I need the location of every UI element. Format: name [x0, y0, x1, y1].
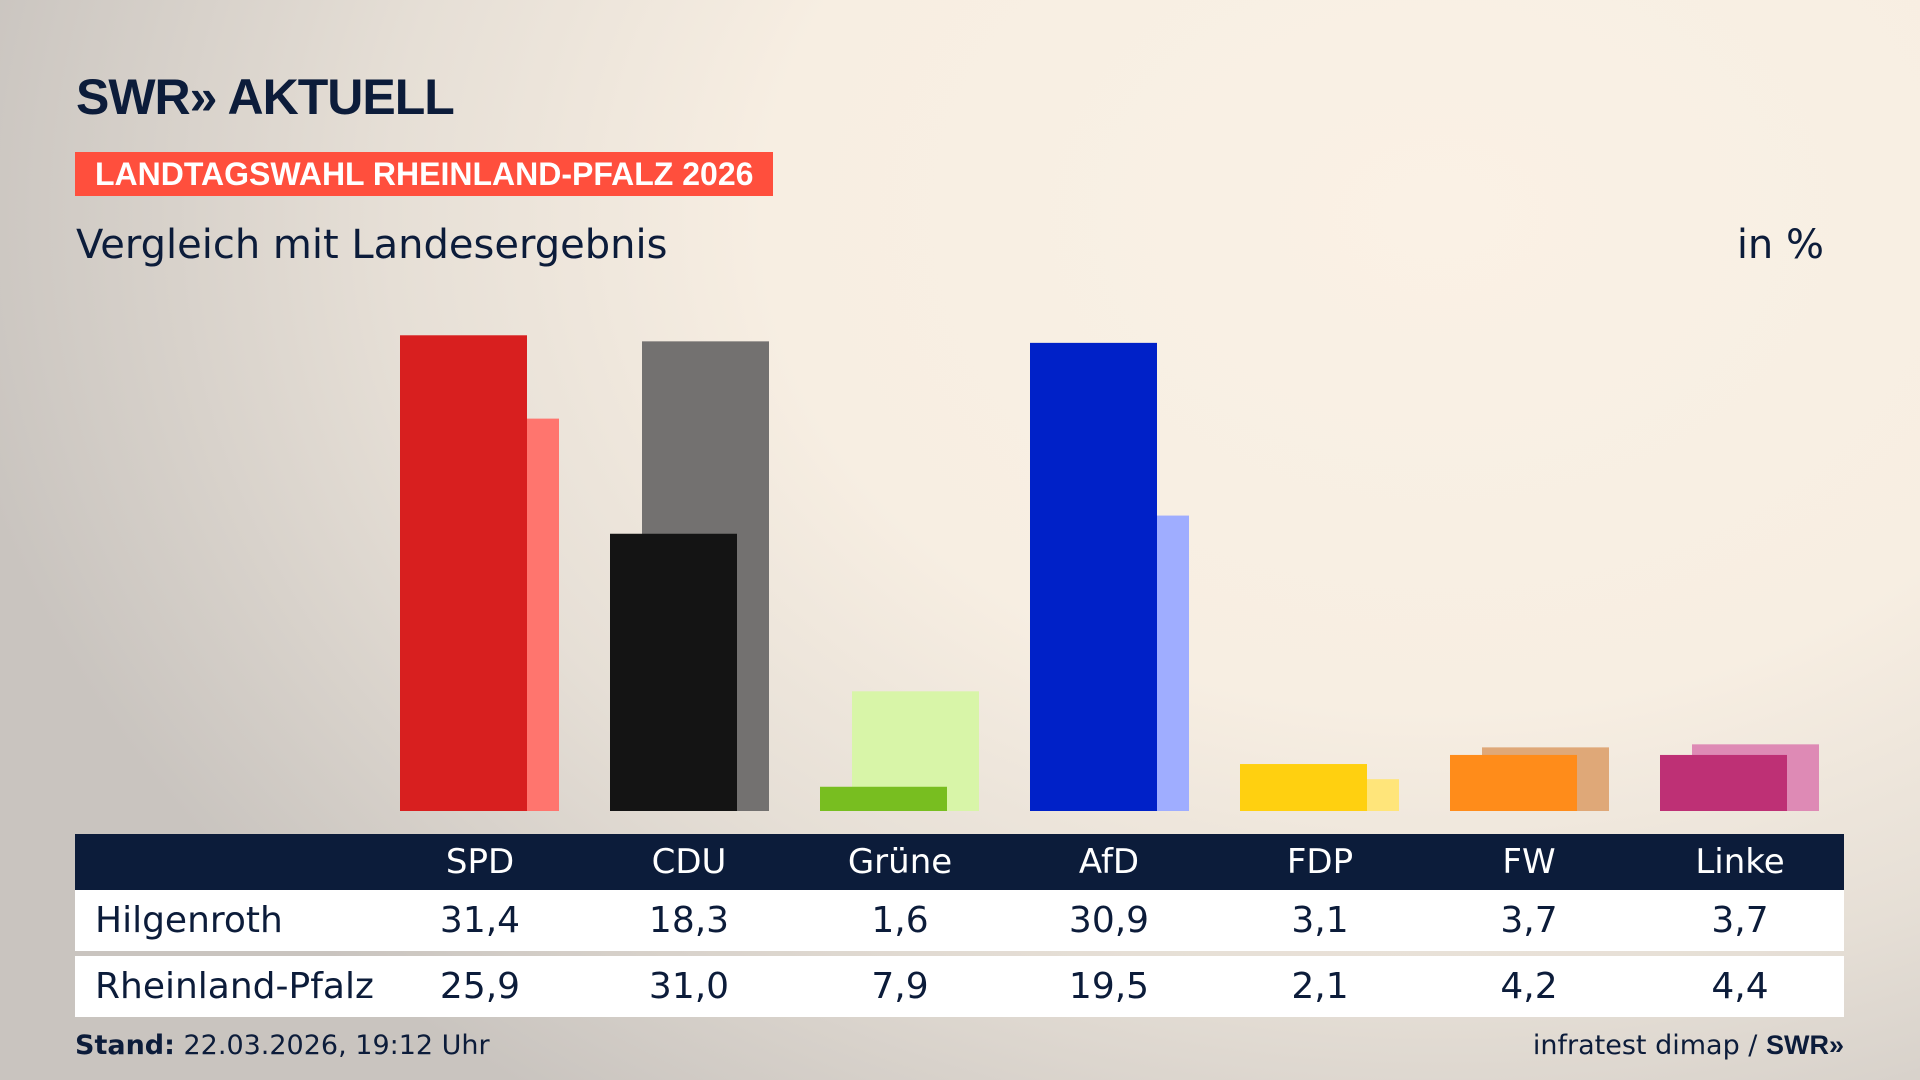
bar-ortsergebnis-afd	[1030, 342, 1157, 811]
swr-aktuell-logo: SWR» AKTUELL	[76, 69, 455, 125]
table-cell: 3,7	[1500, 900, 1558, 941]
table-cell: 7,9	[871, 966, 929, 1007]
column-header: FDP	[1286, 842, 1354, 882]
bar-ortsergebnis-fw	[1450, 754, 1577, 811]
table-header: SPD CDU Grüne AfD FDP FW Linke	[75, 834, 1844, 890]
row-label: Hilgenroth	[95, 900, 283, 941]
swr-logo: SWR»	[1765, 1030, 1844, 1060]
column-header: CDU	[651, 842, 727, 882]
unit-label: in %	[1736, 222, 1824, 268]
table-row: Rheinland-Pfalz 25,9 31,0 7,9 19,5 2,1 4,2 4,4	[75, 956, 1844, 1017]
column-header: SPD	[445, 842, 515, 882]
bar-ortsergebnis-linke	[1660, 754, 1787, 811]
table-cell: 30,9	[1068, 900, 1150, 941]
election-banner: LANDTAGSWAHL RHEINLAND-PFALZ 2026	[75, 152, 774, 196]
table-cell: 19,5	[1068, 966, 1150, 1007]
column-header: FW	[1502, 842, 1556, 882]
table-cell: 1,6	[871, 900, 929, 941]
column-header: Linke	[1695, 842, 1785, 882]
timestamp: Stand: 22.03.2026, 19:12 Uhr	[75, 1030, 490, 1061]
table-cell: 31,4	[439, 900, 521, 941]
bar-ortsergebnis-fdp	[1240, 764, 1367, 811]
table-cell: 31,0	[648, 966, 730, 1007]
row-label: Rheinland-Pfalz	[95, 966, 374, 1007]
table-cell: 18,3	[648, 900, 730, 941]
stand-label: Stand:	[75, 1030, 175, 1061]
table-cell: 25,9	[439, 966, 521, 1007]
chart-title: Vergleich mit Landesergebnis	[76, 222, 668, 268]
bar-ortsergebnis-grüne	[820, 786, 947, 811]
stand-value: 22.03.2026, 19:12 Uhr	[174, 1030, 490, 1061]
results-table: SPD CDU Grüne AfD FDP FW Linke Hilgenroth 31,4…	[75, 834, 1844, 1022]
source-text: infratest dimap /	[1532, 1030, 1766, 1061]
table-cell: 3,1	[1291, 900, 1349, 941]
table-cell: 2,1	[1291, 966, 1349, 1007]
column-header: Grüne	[847, 842, 953, 882]
table-cell: 4,2	[1500, 966, 1558, 1007]
table-cell: 4,4	[1711, 966, 1769, 1007]
column-header: AfD	[1078, 842, 1140, 882]
source: infratest dimap / SWR»	[1533, 1030, 1844, 1061]
bar-ortsergebnis-cdu	[610, 533, 737, 811]
table-row: Hilgenroth 31,4 18,3 1,6 30,9 3,1 3,7 3,7	[75, 890, 1844, 951]
table-cell: 3,7	[1711, 900, 1769, 941]
bar-ortsergebnis-spd	[400, 335, 527, 811]
